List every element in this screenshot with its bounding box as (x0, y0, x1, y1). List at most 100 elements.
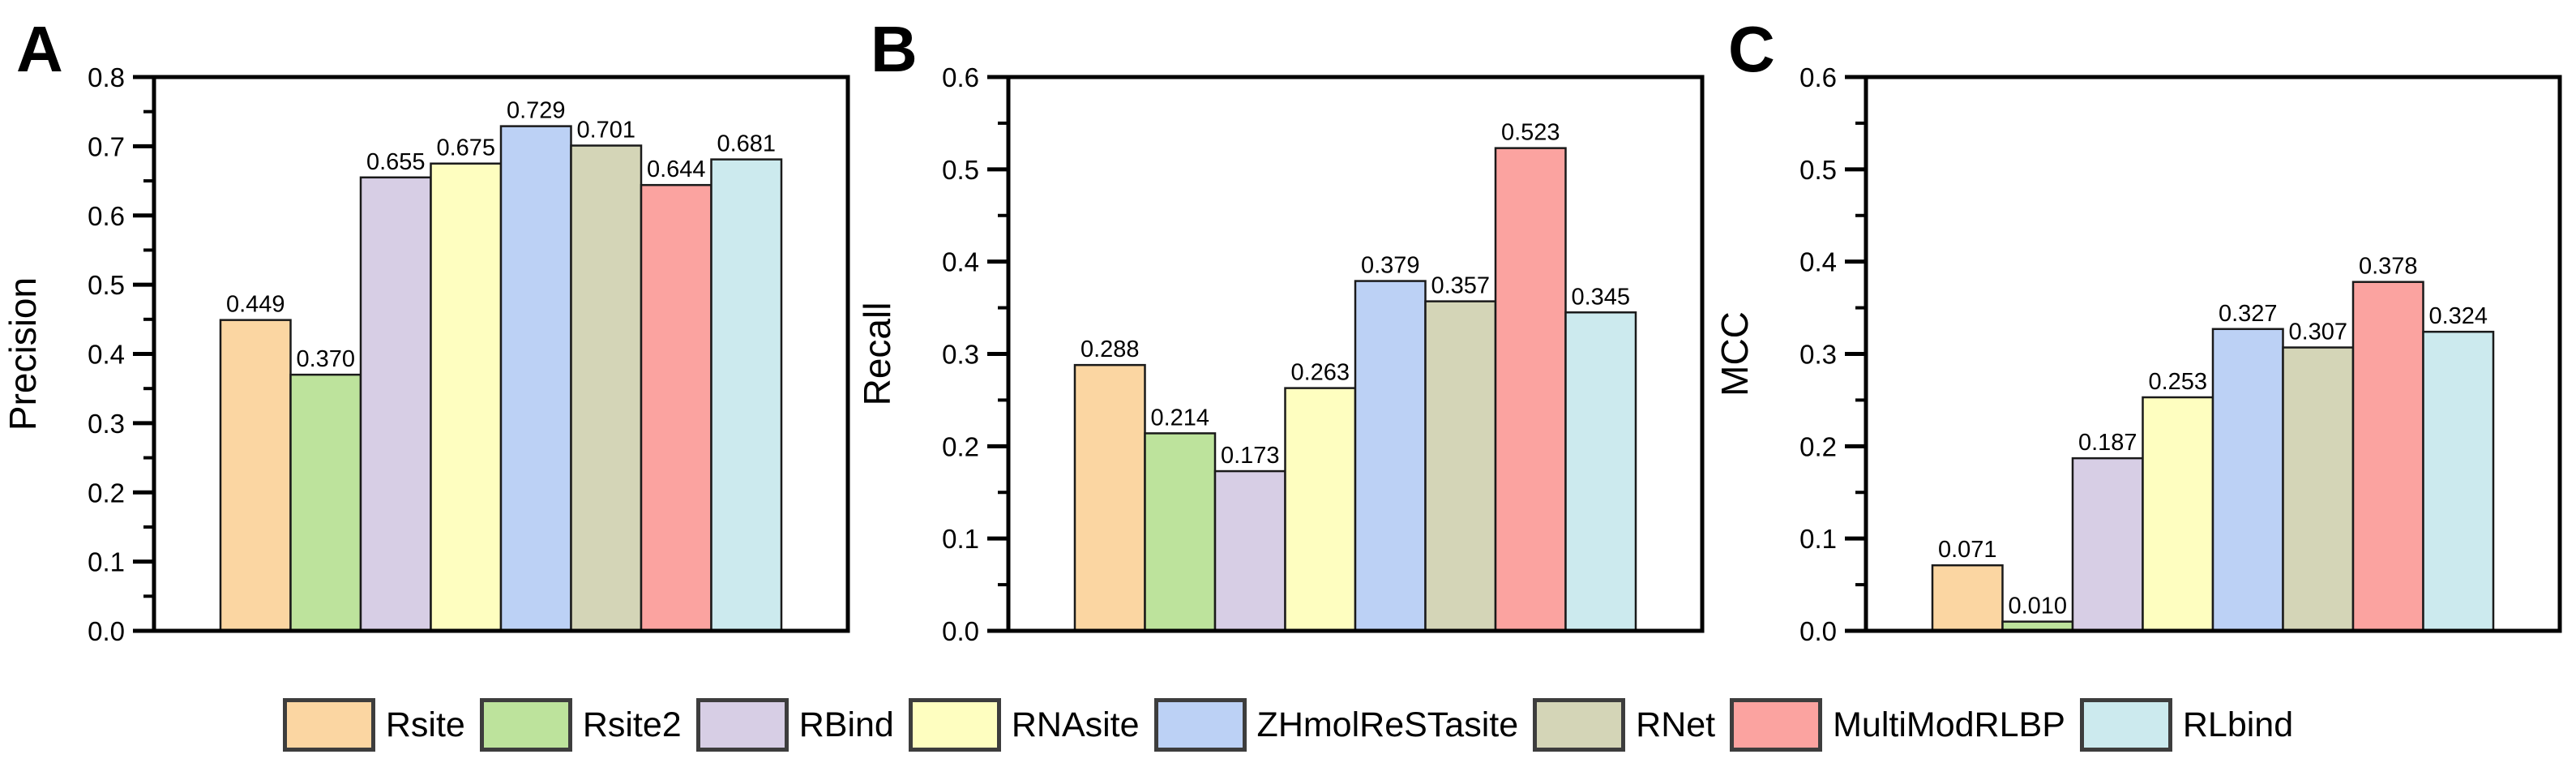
bar-value-label-zhmolrestasite: 0.327 (2219, 301, 2278, 327)
bar-value-label-rnasite: 0.675 (436, 135, 495, 161)
legend-swatch-zhmolrestasite (1153, 698, 1247, 752)
y-axis-tick-label: 0.0 (88, 616, 125, 646)
bar-value-label-rnet: 0.357 (1431, 273, 1490, 299)
legend-item-multimodrlbp: MultiModRLBP (1730, 698, 2065, 752)
legend-item-rlbind: RLbind (2079, 698, 2294, 752)
bar-rsite (1073, 363, 1146, 632)
bar-value-label-multimodrlbp: 0.644 (647, 156, 706, 182)
bar-rlbind (1564, 311, 1637, 632)
bar-value-label-rsite2: 0.370 (296, 346, 355, 372)
chart-panel-recall: B Recall 0.0 0.1 0.2 0.3 0.4 0.5 0.6 0.288 0.214 0.… (854, 0, 1714, 673)
panel-letter-c: C (1728, 13, 1775, 85)
chart-recall-svg: B Recall 0.0 0.1 0.2 0.3 0.4 0.5 0.6 0.288 0.214 0.… (856, 13, 1705, 646)
bar-value-label-rsite: 0.288 (1080, 336, 1140, 362)
bar-value-label-rnet: 0.701 (576, 118, 635, 144)
legend-label-rnasite: RNAsite (1011, 705, 1140, 744)
y-axis-tick-label: 0.2 (942, 431, 979, 461)
bar-value-label-multimodrlbp: 0.523 (1501, 120, 1560, 146)
legend-swatch-rbind (695, 698, 789, 752)
chart-panel-precision: A Precision 0.0 0.1 0.2 0.3 0.4 0.5 0.6 0.7 0.8 0.4… (0, 0, 859, 673)
legend-item-zhmolrestasite: ZHmolReSTasite (1153, 698, 1519, 752)
bar-zhmolrestasite (1354, 280, 1427, 632)
bar-value-label-rsite: 0.071 (1938, 537, 1997, 563)
bar-rbind (2071, 457, 2144, 632)
y-axis-tick-label: 0.1 (1799, 524, 1837, 554)
y-axis-tick-label: 0.2 (1799, 431, 1837, 461)
plot-box (1006, 75, 1705, 633)
y-axis-tick-label: 0.1 (942, 524, 979, 554)
plot-box (152, 75, 850, 633)
y-axis-tick-label: 0.6 (1799, 62, 1837, 92)
y-axis-tick-label: 0.4 (88, 340, 125, 370)
bar-multimodrlbp (1494, 147, 1567, 632)
bar-rnasite (430, 162, 503, 632)
legend-item-rsite2: Rsite2 (479, 698, 682, 752)
legend-label-multimodrlbp: MultiModRLBP (1833, 705, 2065, 744)
bar-rlbind (710, 158, 783, 632)
y-axis-tick-label: 0.5 (1799, 155, 1837, 185)
bar-rnet (1424, 300, 1497, 632)
y-axis-tick-label: 0.6 (88, 201, 125, 231)
bar-value-label-rsite2: 0.214 (1150, 405, 1209, 431)
bar-value-label-rlbind: 0.681 (717, 131, 776, 157)
bar-value-label-zhmolrestasite: 0.379 (1361, 253, 1420, 279)
bar-value-label-rnasite: 0.263 (1290, 360, 1350, 386)
bar-value-label-rnasite: 0.253 (2148, 369, 2207, 395)
bar-rlbind (2422, 330, 2495, 632)
y-axis-title: MCC (1714, 311, 1756, 397)
bar-rsite2 (1144, 432, 1217, 632)
y-axis-tick-label: 0.8 (88, 62, 125, 92)
bar-rsite (1931, 564, 2004, 632)
legend-item-rsite: Rsite (282, 698, 465, 752)
y-axis-tick-label: 0.4 (1799, 247, 1837, 277)
panel-letter-a: A (16, 13, 63, 85)
legend-item-rnasite: RNAsite (908, 698, 1140, 752)
y-axis-title: Precision (2, 277, 44, 431)
legend-label-rsite: Rsite (385, 705, 465, 744)
bar-rnet (570, 144, 643, 632)
bar-value-label-multimodrlbp: 0.378 (2359, 254, 2418, 280)
legend-item-rbind: RBind (695, 698, 894, 752)
plot-box (1864, 75, 2562, 633)
chart-panel-mcc: C MCC 0.0 0.1 0.2 0.3 0.4 0.5 0.6 0.071 0.010 0.187… (1712, 0, 2571, 673)
bar-value-label-rlbind: 0.324 (2428, 303, 2488, 329)
y-axis-tick-label: 0.0 (942, 616, 979, 646)
bar-rnasite (1284, 387, 1357, 632)
legend-item-rnet: RNet (1533, 698, 1715, 752)
legend-swatch-rsite2 (479, 698, 572, 752)
y-axis-tick-label: 0.3 (1799, 340, 1837, 370)
legend-swatch-rsite (282, 698, 375, 752)
bar-multimodrlbp (2351, 281, 2424, 632)
y-axis-tick-label: 0.5 (88, 270, 125, 300)
bar-rbind (1213, 469, 1286, 632)
legend-label-rlbind: RLbind (2182, 705, 2294, 744)
bar-value-label-rsite: 0.449 (226, 292, 285, 318)
bar-rnasite (2142, 396, 2214, 632)
legend-swatch-rlbind (2079, 698, 2172, 752)
bar-value-label-rnet: 0.307 (2288, 319, 2347, 345)
bar-value-label-rsite2: 0.010 (2008, 594, 2067, 619)
y-axis-tick-label: 0.6 (942, 62, 979, 92)
legend-label-rnet: RNet (1636, 705, 1716, 744)
bar-value-label-zhmolrestasite: 0.729 (507, 98, 566, 124)
bar-rbind (359, 176, 432, 632)
chart-mcc-svg: C MCC 0.0 0.1 0.2 0.3 0.4 0.5 0.6 0.071 0.010 0.187… (1714, 13, 2562, 646)
panel-letter-b: B (871, 13, 918, 85)
bar-rnet (2282, 346, 2355, 632)
y-axis-tick-label: 0.5 (942, 155, 979, 185)
y-axis-tick-label: 0.1 (88, 547, 125, 577)
bar-value-label-rbind: 0.655 (366, 149, 426, 175)
legend: Rsite Rsite2 RBind RNAsite ZHmolReSTasite RNe… (0, 691, 2576, 759)
bar-zhmolrestasite (2211, 328, 2284, 632)
bar-rsite2 (289, 373, 362, 632)
bar-value-label-rbind: 0.173 (1221, 443, 1280, 469)
legend-label-rsite2: Rsite2 (582, 705, 682, 744)
legend-swatch-rnet (1533, 698, 1626, 752)
legend-label-zhmolrestasite: ZHmolReSTasite (1256, 705, 1519, 744)
bar-rsite (219, 319, 292, 632)
chart-precision-svg: A Precision 0.0 0.1 0.2 0.3 0.4 0.5 0.6 0.7 0.8 0.4… (2, 13, 850, 646)
legend-swatch-rnasite (908, 698, 1001, 752)
bar-value-label-rbind: 0.187 (2078, 430, 2137, 456)
bar-value-label-rlbind: 0.345 (1571, 284, 1630, 310)
